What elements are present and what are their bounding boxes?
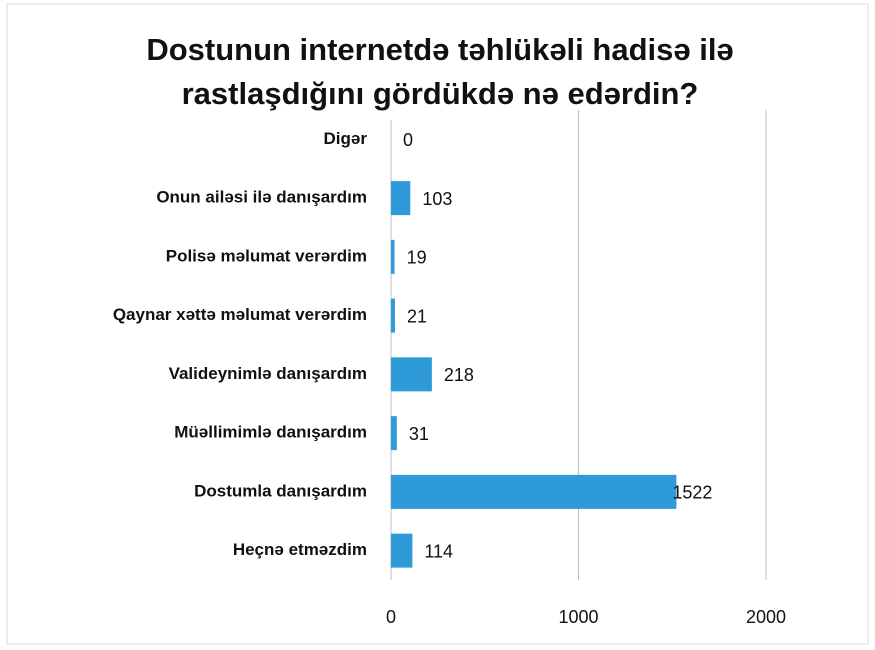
data-label: 103 (422, 189, 452, 209)
bar (391, 298, 395, 333)
bar (391, 181, 411, 216)
y-tick-label: Dostumla danışardım (194, 481, 367, 500)
data-label: 0 (403, 130, 413, 150)
bar (391, 239, 395, 274)
data-label: 114 (424, 541, 453, 561)
x-tick-label: 2000 (746, 607, 786, 627)
data-label: 21 (407, 306, 427, 326)
y-tick-label: Digər (324, 129, 368, 148)
x-tick-label: 0 (386, 607, 396, 627)
y-tick-label: Müəllimimlə danışardım (174, 423, 367, 442)
bar (391, 533, 413, 568)
y-tick-label: Valideynimlə danışardım (169, 364, 367, 383)
chart-border (6, 3, 869, 645)
data-label: 218 (444, 365, 474, 385)
x-tick-label: 1000 (558, 607, 598, 627)
y-tick-label: Qaynar xəttə məlumat verərdim (113, 305, 367, 324)
bar (391, 416, 397, 451)
y-tick-label: Polisə məlumat verərdim (166, 246, 367, 265)
y-tick-label: Onun ailəsi ilə danışardım (156, 188, 367, 207)
data-label: 1522 (672, 483, 712, 503)
chart-title: Dostunun internetdə təhlükəli hadisə ilə… (146, 32, 734, 111)
y-tick-label: Heçnə etməzdim (233, 540, 367, 559)
bar (391, 474, 677, 509)
data-label: 31 (409, 424, 429, 444)
bar (391, 357, 432, 392)
data-label: 19 (407, 248, 427, 268)
